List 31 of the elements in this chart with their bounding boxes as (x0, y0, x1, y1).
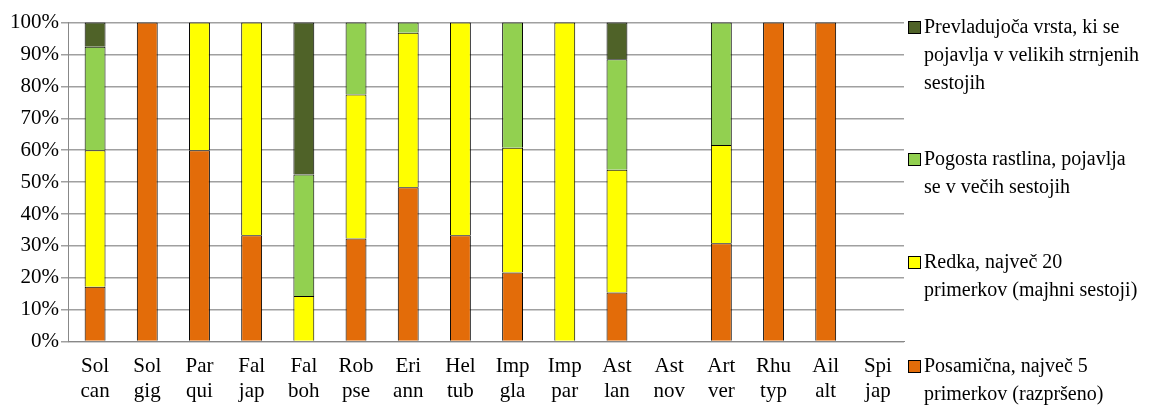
x-tick-label: Imp par (547, 352, 582, 402)
x-tick-label: Spi jap (863, 352, 893, 402)
y-tick-label: 100% (9, 9, 59, 34)
y-tick-label: 30% (20, 232, 59, 257)
x-tick-label: Rob pse (338, 352, 374, 402)
legend-label: Pogosta rastlina, pojavlja se v večih sestojih (924, 145, 1127, 200)
x-tick-label: Eri ann (393, 352, 424, 402)
x-tick-label: Ast lan (602, 352, 632, 402)
y-tick-label: 40% (20, 200, 59, 225)
x-tick-label: Fal boh (288, 352, 321, 402)
y-tick-label: 60% (20, 136, 59, 161)
x-tick-label: Ast nov (653, 352, 686, 402)
y-tick-label: 10% (20, 296, 59, 321)
x-tick-label: Ail alt (812, 352, 840, 402)
x-tick-label: Sol gig (133, 352, 162, 402)
x-tick-label: Art ver (707, 352, 736, 402)
y-tick-label: 20% (20, 264, 59, 289)
y-tick-label: 70% (20, 104, 59, 129)
x-tick-label: Rhu typ (756, 352, 792, 402)
x-tick-label: Fal jap (237, 352, 266, 402)
x-tick-label: Imp gla (495, 352, 530, 402)
legend-label: Redka, največ 20 primerkov (majhni sestoji) (924, 249, 1139, 303)
legend-label: Prevladujoča vrsta, ki se pojavlja v velikih strnjenih sestojih (924, 14, 1140, 96)
legend-label: Posamična, največ 5 primerkov (razpršeno) (924, 352, 1105, 407)
x-tick-label: Par qui (185, 352, 214, 402)
y-tick-label: 50% (20, 168, 59, 193)
x-tick-label: Hel tub (445, 352, 476, 402)
y-tick-label: 0% (30, 328, 59, 353)
y-tick-label: 90% (20, 41, 59, 66)
y-tick-label: 80% (20, 72, 59, 97)
x-tick-label: Sol can (80, 352, 111, 402)
